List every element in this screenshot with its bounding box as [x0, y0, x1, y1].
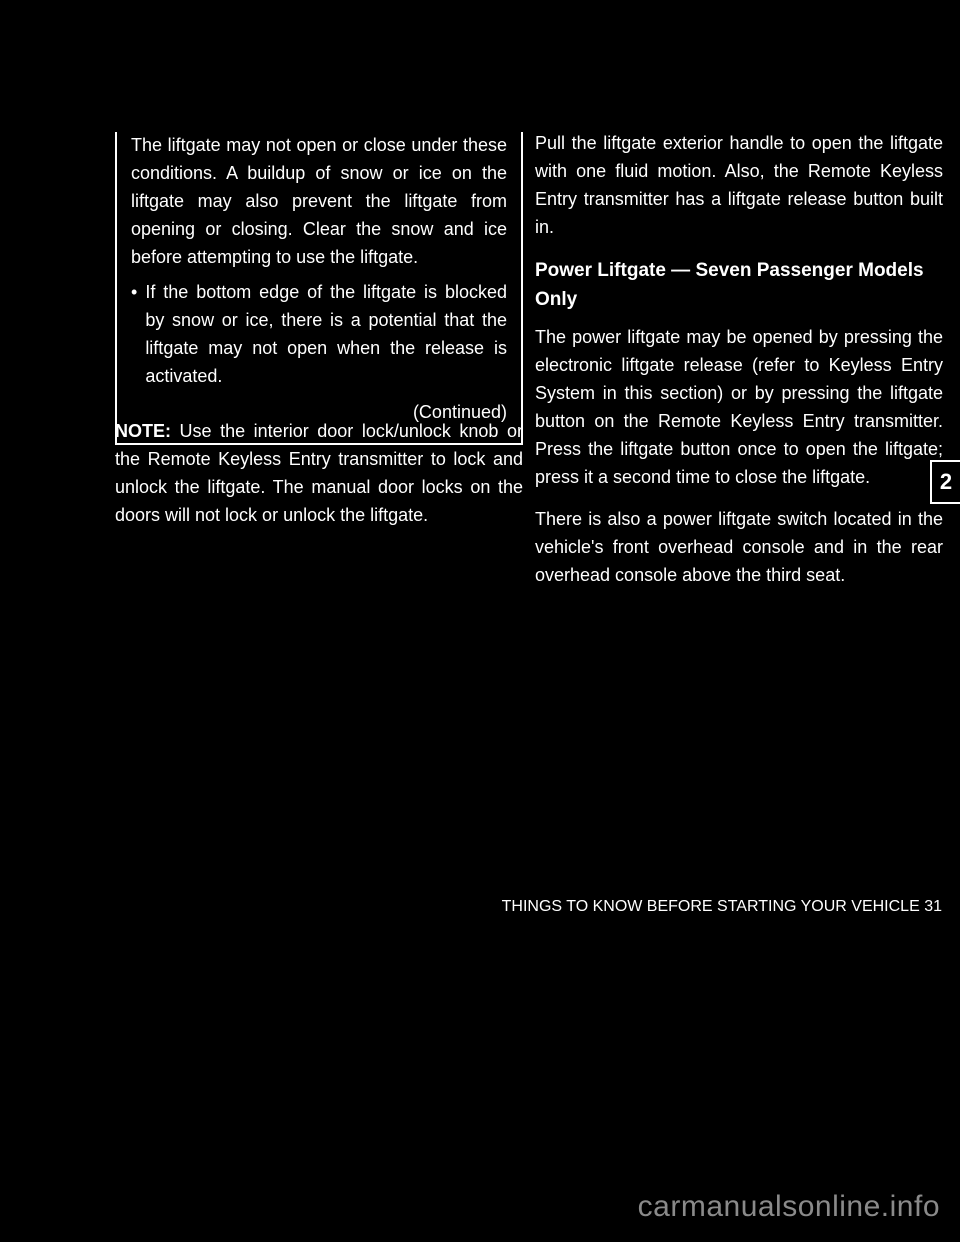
warning-box: The liftgate may not open or close under…	[115, 132, 523, 445]
section-tab: 2	[930, 460, 960, 504]
paragraph-3: There is also a power liftgate switch lo…	[535, 506, 943, 590]
note-text: Use the interior door lock/unlock knob o…	[115, 421, 523, 525]
warning-text-2: If the bottom edge of the liftgate is bl…	[145, 279, 507, 391]
page-footer: THINGS TO KNOW BEFORE STARTING YOUR VEHI…	[502, 898, 942, 916]
note-label: NOTE:	[115, 421, 171, 441]
paragraph-1: Pull the liftgate exterior handle to ope…	[535, 130, 943, 242]
warning-bullet-2: • If the bottom edge of the liftgate is …	[131, 279, 507, 391]
warning-bullet-1: The liftgate may not open or close under…	[131, 132, 507, 271]
bullet-marker-icon: •	[131, 279, 137, 391]
section-tab-number: 2	[940, 469, 952, 495]
warning-content: The liftgate may not open or close under…	[131, 132, 507, 427]
section-heading: Power Liftgate — Seven Passenger Models …	[535, 256, 943, 315]
watermark: carmanualsonline.info	[638, 1190, 940, 1224]
paragraph-2: The power liftgate may be opened by pres…	[535, 324, 943, 491]
warning-text-1: The liftgate may not open or close under…	[131, 132, 507, 271]
note-block: NOTE: Use the interior door lock/unlock …	[115, 418, 523, 530]
right-column: Pull the liftgate exterior handle to ope…	[535, 130, 943, 603]
